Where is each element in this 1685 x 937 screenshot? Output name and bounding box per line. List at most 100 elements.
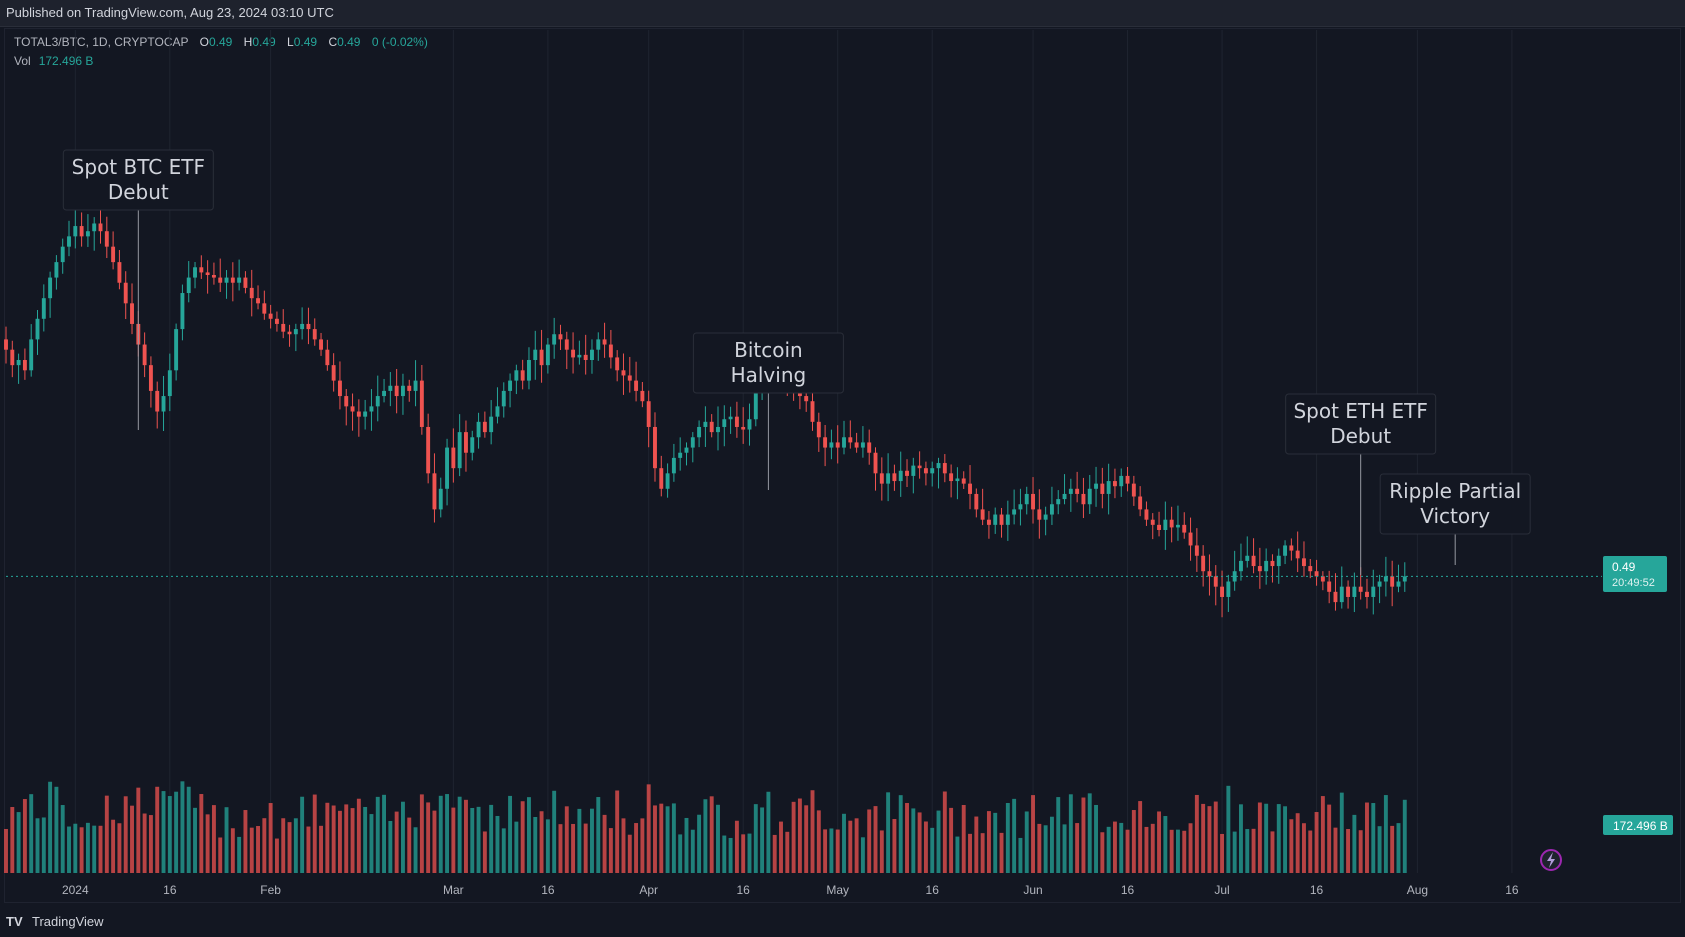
candle-body [445,447,450,489]
candle-body [325,349,330,366]
volume-bar [942,791,947,873]
volume-bar [41,817,46,873]
candle-body [804,396,809,402]
volume-bar [199,794,204,873]
volume-bar [980,833,985,873]
candle-body [274,318,279,324]
volume-tag-value: 172.496 B [1613,819,1668,833]
volume-bar [1302,823,1306,873]
candle-body [671,457,676,474]
candle-body [709,421,714,433]
volume-value: 172.496 B [38,54,94,68]
candle-body [174,329,179,371]
volume-bar [615,790,620,873]
volume-bar [772,834,777,873]
volume-bar [993,812,998,873]
candle-body [703,421,708,427]
lightning-icon[interactable] [1540,849,1562,871]
volume-bar [167,796,172,873]
candle-body [256,298,260,304]
candle-body [1396,581,1401,587]
volume-bar [1144,826,1149,873]
volume-bar [1081,797,1086,873]
symbol-legend[interactable]: TOTAL3/BTC, 1D, CRYPTOCAP O0.49 H0.49 L0… [14,35,428,49]
volume-bar [10,807,15,873]
volume-bar [571,823,576,873]
volume-label: Vol [14,54,31,68]
volume-bar [835,829,840,873]
tradingview-logo-icon[interactable]: TV [6,914,23,929]
volume-bar [854,818,859,873]
volume-bar [722,835,727,873]
price-tag-countdown: 20:49:52 [1612,577,1655,589]
candle-body [501,390,506,407]
volume-bar [148,815,153,873]
chart-frame[interactable] [4,28,1681,903]
volume-bar [356,798,361,873]
candle-body [22,360,27,371]
candle-body [867,442,872,453]
x-tick-label: May [826,883,849,897]
volume-bar [1295,813,1300,873]
volume-bar [1371,803,1376,873]
volume-bar [640,818,645,873]
volume-tag: 172.496 B [1603,815,1673,835]
candle-body [382,390,387,397]
volume-bar [703,799,708,873]
volume-bar [1220,833,1225,873]
volume-bar [1339,792,1344,873]
candle-body [1289,545,1294,551]
volume-bar [1232,831,1237,873]
volume-bar [237,836,242,873]
candle-body [1031,493,1035,510]
volume-bar [1358,830,1363,873]
candle-body [1346,586,1351,597]
volume-bar [709,796,714,873]
volume-bar [848,820,853,873]
candle-body [419,380,424,427]
candle-body [230,277,235,283]
volume-bar [337,810,342,873]
annotation-label: Halving [731,363,807,387]
candles [4,204,1407,618]
volume-bar [760,807,765,873]
volume-bar [810,790,815,873]
volume-bar [1276,804,1281,873]
volume-bar [394,811,399,873]
candle-body [986,519,991,525]
volume-bar [999,832,1004,873]
volume-bar [659,803,664,873]
symbol-name[interactable]: TOTAL3/BTC, 1D, CRYPTOCAP [14,35,189,49]
annotation-label: Debut [108,180,169,204]
candle-body [1056,499,1061,505]
candle-body [1119,475,1124,487]
candle-body [1358,586,1363,592]
volume-bar [608,828,613,873]
volume-bar [741,834,746,873]
price-tag-value: 0.49 [1612,560,1636,574]
tradingview-brand[interactable]: TradingView [32,914,104,929]
candle-body [684,447,689,453]
candle-body [495,406,500,417]
volume-bar [1289,819,1294,873]
candle-body [640,390,645,402]
candle-body [60,246,65,263]
x-tick-label: 16 [1505,883,1519,897]
publish-bar: Published on TradingView.com, Aug 23, 20… [0,0,1685,27]
candle-body [85,231,90,237]
volume-bar [1068,794,1073,873]
volume-bar [1043,825,1048,873]
volume-bar [1094,804,1098,873]
volume-bar [274,838,279,873]
volume-bar [1346,829,1351,873]
candle-body [659,468,664,489]
volume-bar [1264,803,1269,873]
volume-legend[interactable]: Vol 172.496 B [14,54,93,68]
candle-body [1131,483,1136,497]
volume-bar [1226,785,1231,873]
candle-body [1333,591,1338,603]
x-tick-label: Aug [1407,883,1428,897]
volume-bar [1087,793,1092,873]
candle-body [356,411,361,417]
